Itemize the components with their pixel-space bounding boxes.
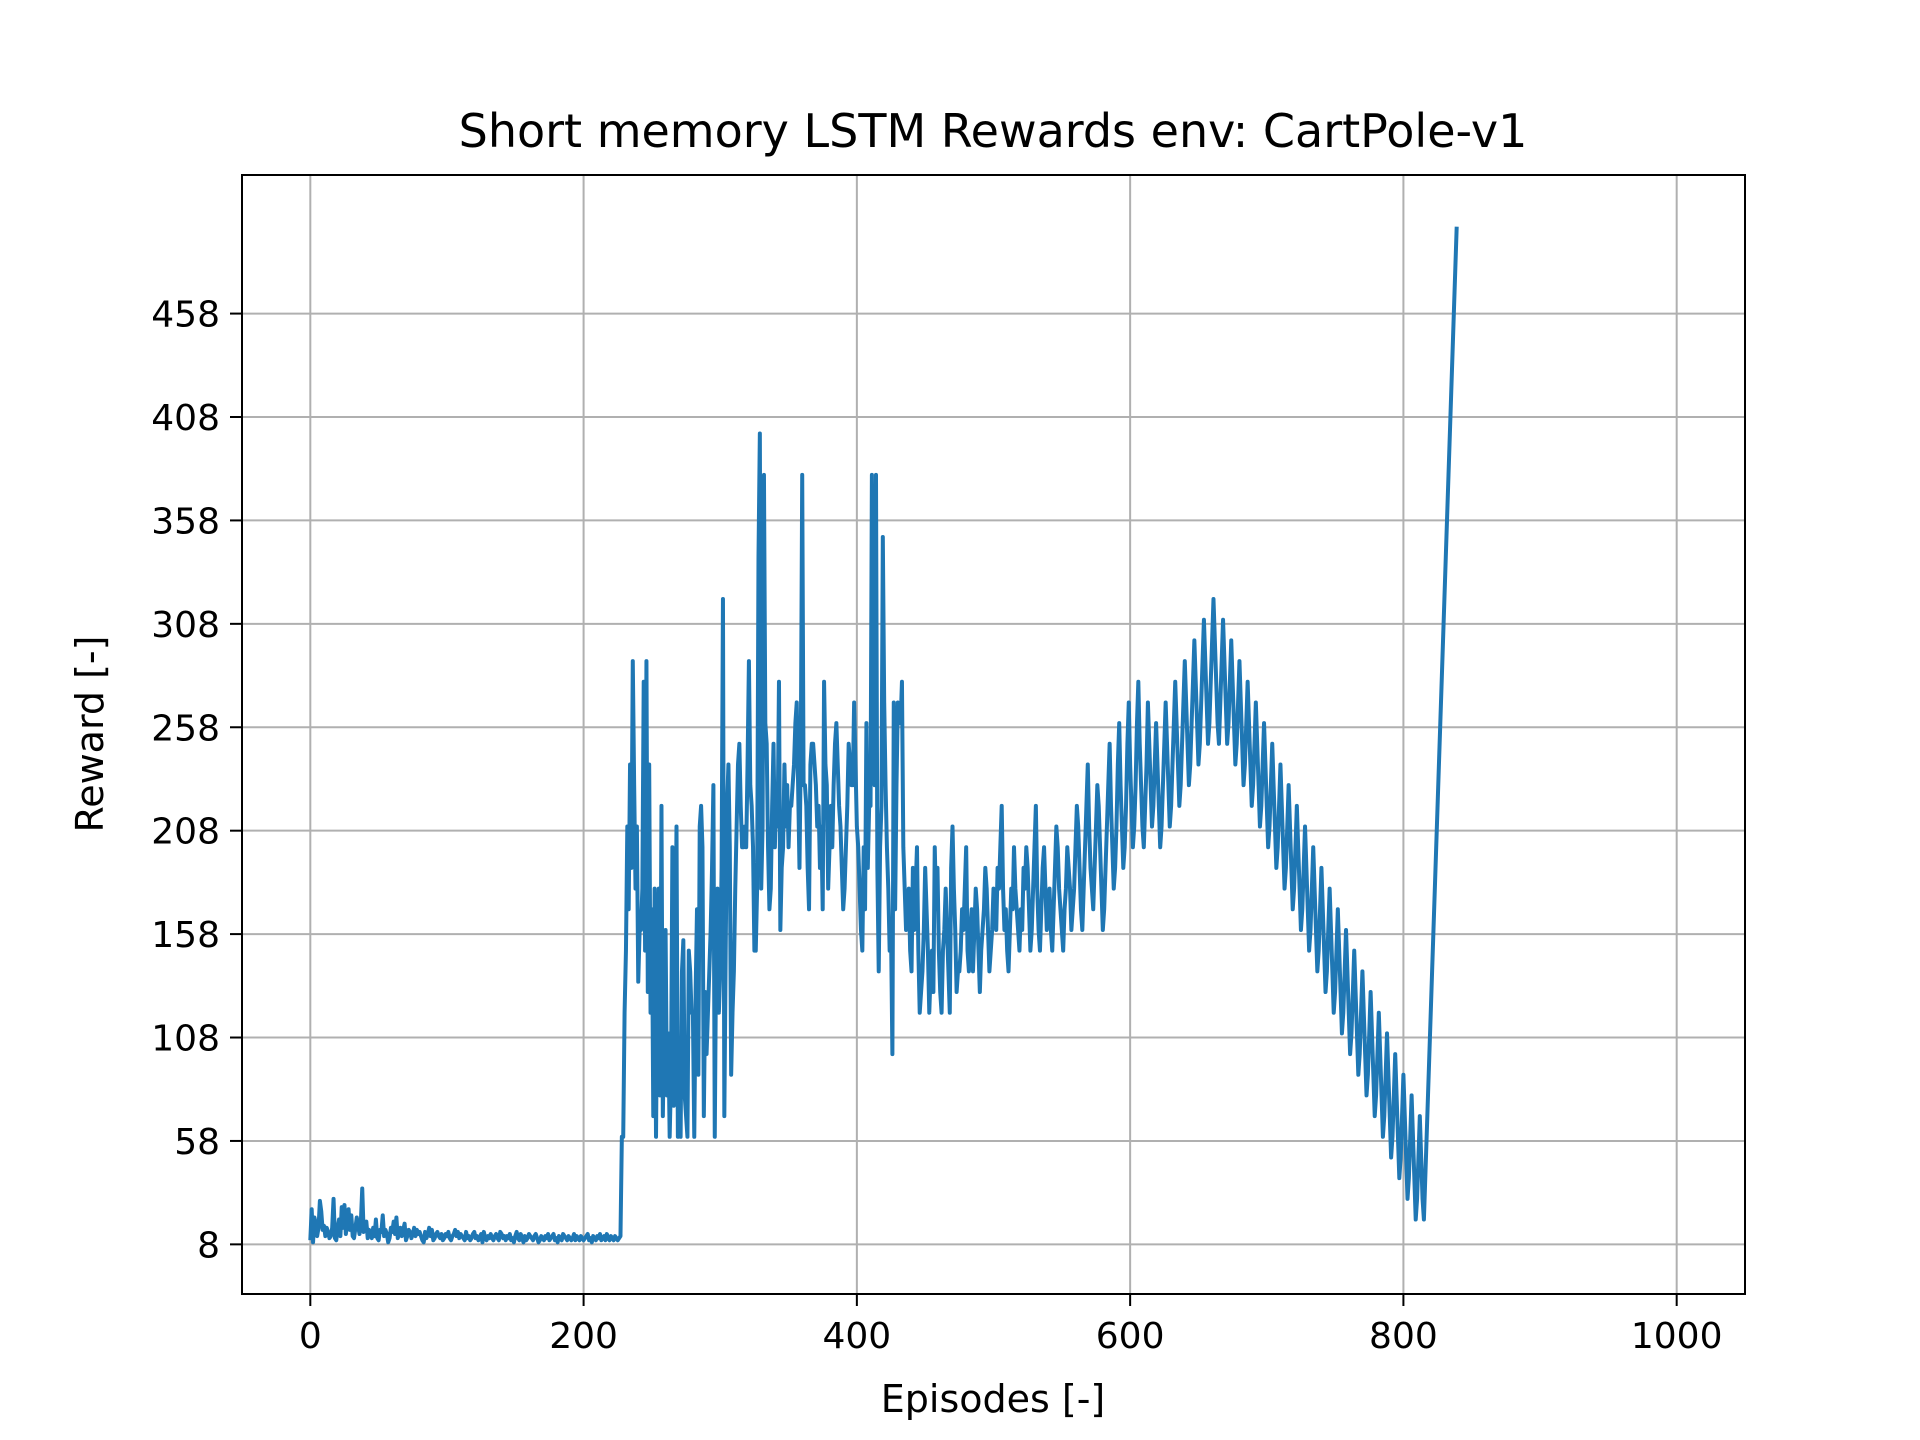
y-tick-label: 308 [151,605,220,646]
x-tick-label: 800 [1369,1316,1438,1357]
grid-lines [242,175,1745,1294]
x-axis-label: Episodes [-] [881,1377,1105,1421]
y-tick-label: 158 [151,915,220,956]
y-tick-label: 208 [151,812,220,853]
y-tick-label: 408 [151,398,220,439]
x-tick-label: 400 [823,1316,892,1357]
plot-frame [241,174,1746,1295]
x-tick-label: 0 [299,1316,322,1357]
y-tick-label: 458 [151,295,220,336]
reward-series-line [308,226,1459,1245]
y-tick-label: 358 [151,501,220,542]
x-tick-label: 200 [549,1316,618,1357]
x-tick-label: 600 [1096,1316,1165,1357]
y-tick-label: 108 [151,1019,220,1060]
series-layer [308,226,1459,1245]
x-axis-ticks: 0 200 400 600 800 1000 [299,1294,1723,1357]
chart-title: Short memory LSTM Rewards env: CartPole-… [459,104,1528,158]
y-tick-label: 8 [197,1225,220,1266]
y-tick-label: 258 [151,708,220,749]
y-tick-label: 58 [174,1122,220,1163]
x-tick-label: 1000 [1631,1316,1723,1357]
y-axis-ticks: 8 58 108 158 208 258 308 358 408 458 [151,295,242,1266]
y-axis-label: Reward [-] [68,636,112,833]
